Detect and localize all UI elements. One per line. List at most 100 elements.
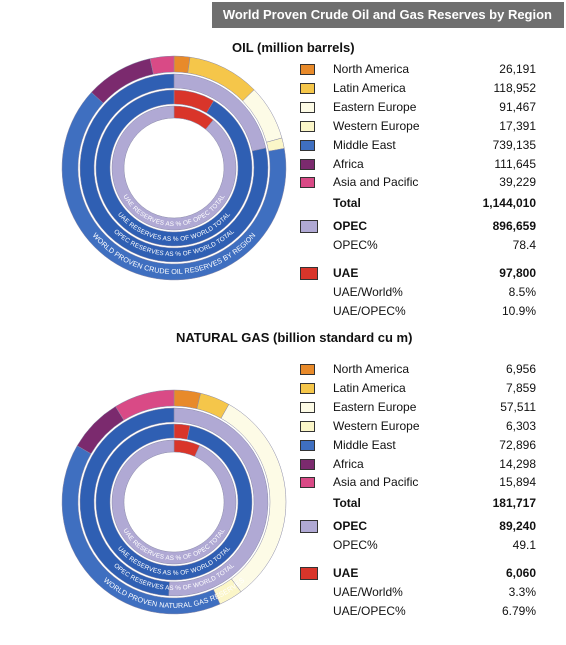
legend-value: 14,298: [499, 456, 536, 471]
legend-row-uae-opec: UAE/OPEC% 6.79%: [300, 603, 536, 621]
legend-swatch: [300, 420, 315, 432]
region-slice-asia-and-pacific: [115, 389, 175, 421]
uae-world-ring-rest: [95, 423, 253, 581]
legend-swatch: [300, 401, 315, 413]
oil-chart-title: OIL (million barrels): [232, 40, 355, 55]
legend-row-total: Total 1,144,010: [300, 195, 536, 213]
legend-row-middle-east: Middle East 72,896: [300, 437, 536, 455]
legend-label: Eastern Europe: [333, 399, 417, 414]
region-slice-middle-east: [61, 91, 287, 281]
legend-label: UAE/World%: [333, 585, 403, 600]
legend-row-opec-pct: OPEC% 78.4: [300, 237, 536, 255]
legend-value: 97,800: [499, 266, 536, 281]
legend-row-africa: Africa 14,298: [300, 456, 536, 474]
legend-row-asia-and-pacific: Asia and Pacific 15,894: [300, 474, 536, 492]
region-slice-north-america: [173, 55, 191, 74]
legend-label: Latin America: [333, 80, 406, 95]
legend-swatch: [300, 567, 318, 581]
legend-row-asia-and-pacific: Asia and Pacific 39,229: [300, 174, 536, 192]
legend-value: 6,956: [505, 362, 536, 376]
legend-row-uae: UAE 97,800: [300, 265, 536, 283]
legend-value: 10.9%: [501, 304, 536, 319]
legend-label: Total: [333, 196, 361, 211]
uae-opec-ring-rest: [111, 105, 237, 231]
legend-swatch: [300, 220, 318, 234]
legend-row-latin-america: Latin America 118,952: [300, 80, 536, 98]
legend-label: UAE: [333, 266, 359, 281]
legend-row-middle-east: Middle East 739,135: [300, 137, 536, 155]
legend-swatch: [300, 139, 315, 151]
legend-value: 26,191: [499, 62, 536, 76]
region-slice-north-america: [173, 389, 201, 410]
legend-row-uae: UAE 6,060: [300, 565, 536, 583]
legend-value: 6,060: [505, 566, 536, 581]
page-title: World Proven Crude Oil and Gas Reserves …: [222, 7, 552, 22]
legend-value: 118,952: [493, 80, 537, 95]
legend-value: 6,303: [505, 418, 536, 433]
legend-swatch: [300, 458, 315, 470]
legend-row-western-europe: Western Europe 17,391: [300, 118, 536, 136]
legend-swatch: [300, 477, 315, 489]
legend-row-opec-pct: OPEC% 49.1: [300, 537, 536, 555]
legend-swatch: [300, 520, 318, 534]
legend-label: UAE/OPEC%: [333, 304, 406, 319]
legend-value: 6.79%: [501, 604, 536, 619]
legend-swatch: [300, 364, 315, 375]
legend-label: North America: [333, 362, 410, 376]
legend-label: Eastern Europe: [333, 99, 417, 114]
legend-label: Western Europe: [333, 418, 420, 433]
legend-row-total: Total 181,717: [300, 495, 536, 513]
gas-chart-title: NATURAL GAS (billion standard cu m): [176, 330, 413, 345]
legend-row-western-europe: Western Europe 6,303: [300, 418, 536, 436]
legend-label: UAE/World%: [333, 285, 403, 300]
legend-value: 111,645: [494, 156, 536, 171]
legend-label: Latin America: [333, 380, 406, 395]
legend-label: North America: [333, 62, 410, 76]
legend-value: 8.5%: [508, 285, 536, 300]
legend-swatch: [300, 177, 315, 189]
legend-value: 15,894: [499, 475, 536, 490]
legend-value: 39,229: [499, 175, 536, 190]
legend-label: OPEC%: [333, 238, 378, 253]
legend-row-eastern-europe: Eastern Europe 91,467: [300, 99, 536, 117]
legend-row-africa: Africa 111,645: [300, 156, 536, 174]
legend-row-opec: OPEC 89,240: [300, 518, 536, 536]
legend-value: 7,859: [505, 380, 536, 395]
legend-row-latin-america: Latin America 7,859: [300, 380, 536, 398]
legend-label: Middle East: [333, 137, 396, 152]
header-bar: World Proven Crude Oil and Gas Reserves …: [212, 2, 564, 28]
opec-world-ring-opec: [79, 407, 175, 597]
opec-world-ring-opec: [79, 73, 269, 263]
legend-label: Asia and Pacific: [333, 475, 419, 490]
legend-swatch: [300, 82, 315, 94]
legend-label: OPEC: [333, 519, 368, 534]
legend-value: 91,467: [499, 99, 536, 114]
legend-value: 739,135: [492, 137, 536, 152]
legend-row-uae-world: UAE/World% 3.3%: [300, 584, 536, 602]
legend-row-north-america: North America 6,956: [300, 361, 536, 379]
legend-swatch: [300, 101, 315, 113]
legend-value: 72,896: [499, 437, 536, 452]
uae-world-ring-rest: [95, 89, 253, 247]
legend-label: Western Europe: [333, 118, 420, 133]
legend-label: OPEC: [333, 219, 368, 234]
legend-value: 1,144,010: [482, 196, 536, 211]
legend-value: 57,511: [500, 399, 536, 414]
legend-label: UAE: [333, 566, 359, 581]
legend-value: 78.4: [512, 238, 536, 253]
legend-row-eastern-europe: Eastern Europe 57,511: [300, 399, 536, 417]
legend-value: 3.3%: [508, 585, 536, 600]
legend-row-opec: OPEC 896,659: [300, 218, 536, 236]
legend-label: Africa: [333, 456, 364, 471]
legend-value: 89,240: [499, 519, 536, 534]
uae-opec-ring-rest: [111, 439, 237, 565]
region-slice-asia-and-pacific: [149, 55, 175, 75]
legend-value: 17,391: [499, 118, 536, 133]
legend-row-uae-opec: UAE/OPEC% 10.9%: [300, 303, 536, 321]
legend-swatch: [300, 64, 315, 75]
legend-swatch: [300, 439, 315, 451]
legend-row-north-america: North America 26,191: [300, 61, 536, 79]
legend-swatch: [300, 382, 315, 394]
legend-swatch: [300, 120, 315, 132]
